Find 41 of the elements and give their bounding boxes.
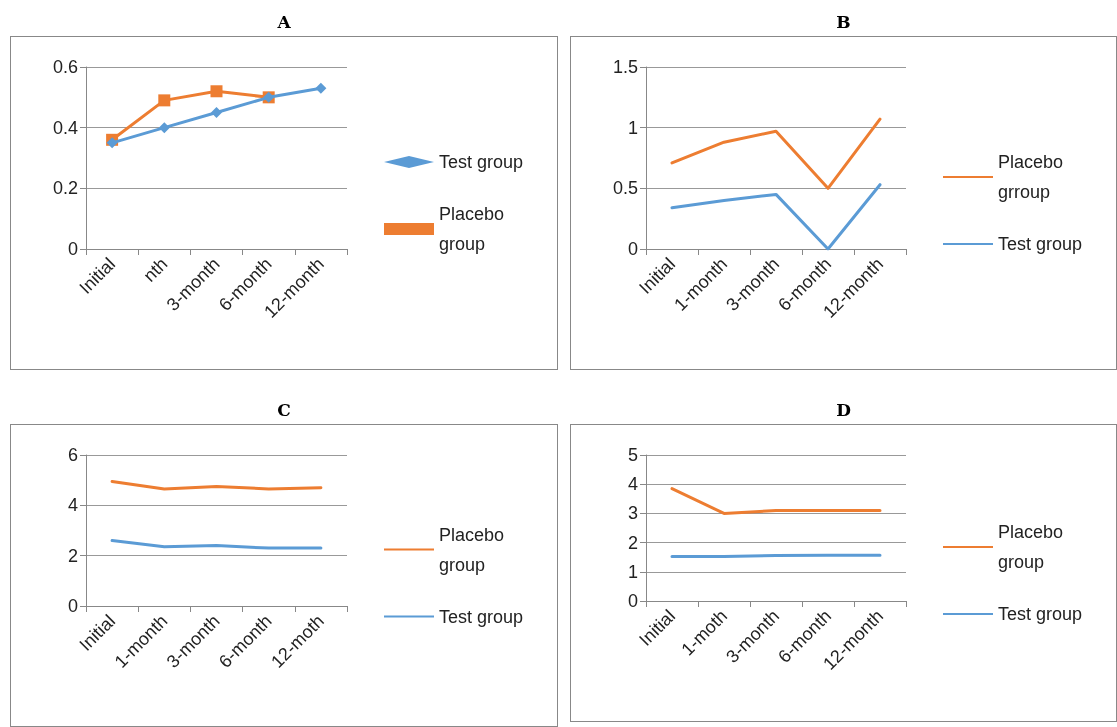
line-series: [110, 539, 323, 550]
y-tick-label: 0.2: [52, 178, 78, 199]
point: [106, 137, 118, 149]
y-tick-label: 2: [627, 532, 638, 553]
y-tick-label: 0: [627, 591, 638, 611]
chart-title: D: [835, 400, 852, 420]
legend-label: Placebo grroup: [998, 152, 1069, 202]
point: [315, 82, 327, 94]
point: [158, 122, 170, 134]
line-series: [670, 183, 882, 251]
y-tick-label: 1: [627, 117, 638, 138]
chart-title: C: [276, 400, 292, 420]
y-tick-label: 0: [67, 239, 78, 259]
legend-label: Placebo group: [439, 524, 510, 575]
y-tick-label: 3: [627, 503, 638, 524]
legend-label: Test group: [998, 234, 1083, 254]
x-tick-label: nth: [139, 253, 172, 286]
line-series: [110, 479, 323, 491]
legend-label: Placebo group: [439, 204, 510, 254]
y-tick-label: 0.5: [612, 178, 638, 199]
y-tick-label: 4: [627, 474, 638, 495]
y-tick-label: 0: [67, 596, 78, 616]
y-tick-label: 0.4: [52, 117, 78, 138]
y-tick-label: 0.6: [52, 57, 78, 77]
y-tick-label: 1.5: [612, 57, 638, 77]
point: [158, 94, 171, 107]
legend-label: Test group: [998, 604, 1083, 624]
point: [210, 85, 223, 98]
y-tick-label: 4: [67, 495, 78, 516]
legend-label: Test group: [439, 152, 524, 172]
line-series: [670, 117, 882, 190]
y-tick-label: 2: [67, 545, 78, 566]
y-tick-label: 6: [67, 445, 78, 465]
legend-label: Placebo group: [998, 522, 1069, 572]
chart-title: B: [835, 12, 852, 32]
y-tick-label: 0: [627, 239, 638, 259]
y-tick-label: 5: [627, 445, 638, 465]
y-tick-label: 1: [627, 561, 638, 582]
point: [211, 107, 222, 118]
chart-title: A: [276, 12, 292, 32]
legend-label: Test group: [439, 606, 524, 627]
